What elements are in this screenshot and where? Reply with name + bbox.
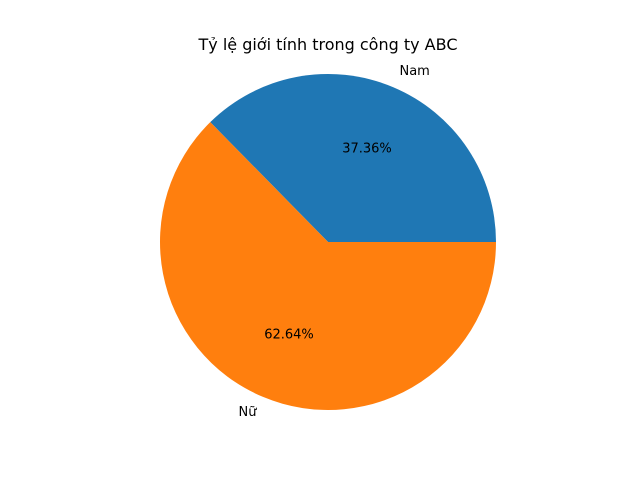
slice-percent-label-1: 62.64% xyxy=(264,327,314,342)
pie-slice-1 xyxy=(159,122,496,411)
pie-slices xyxy=(159,74,496,411)
pie-labels: 37.36% Nam 62.64% Nữ xyxy=(239,64,430,420)
chart-title: Tỷ lệ giới tính trong công ty ABC xyxy=(198,35,458,54)
pie-slice-0 xyxy=(210,74,496,242)
slice-category-label-0: Nam xyxy=(399,64,429,79)
slice-category-label-1: Nữ xyxy=(239,405,258,420)
slice-percent-label-0: 37.36% xyxy=(342,142,392,157)
